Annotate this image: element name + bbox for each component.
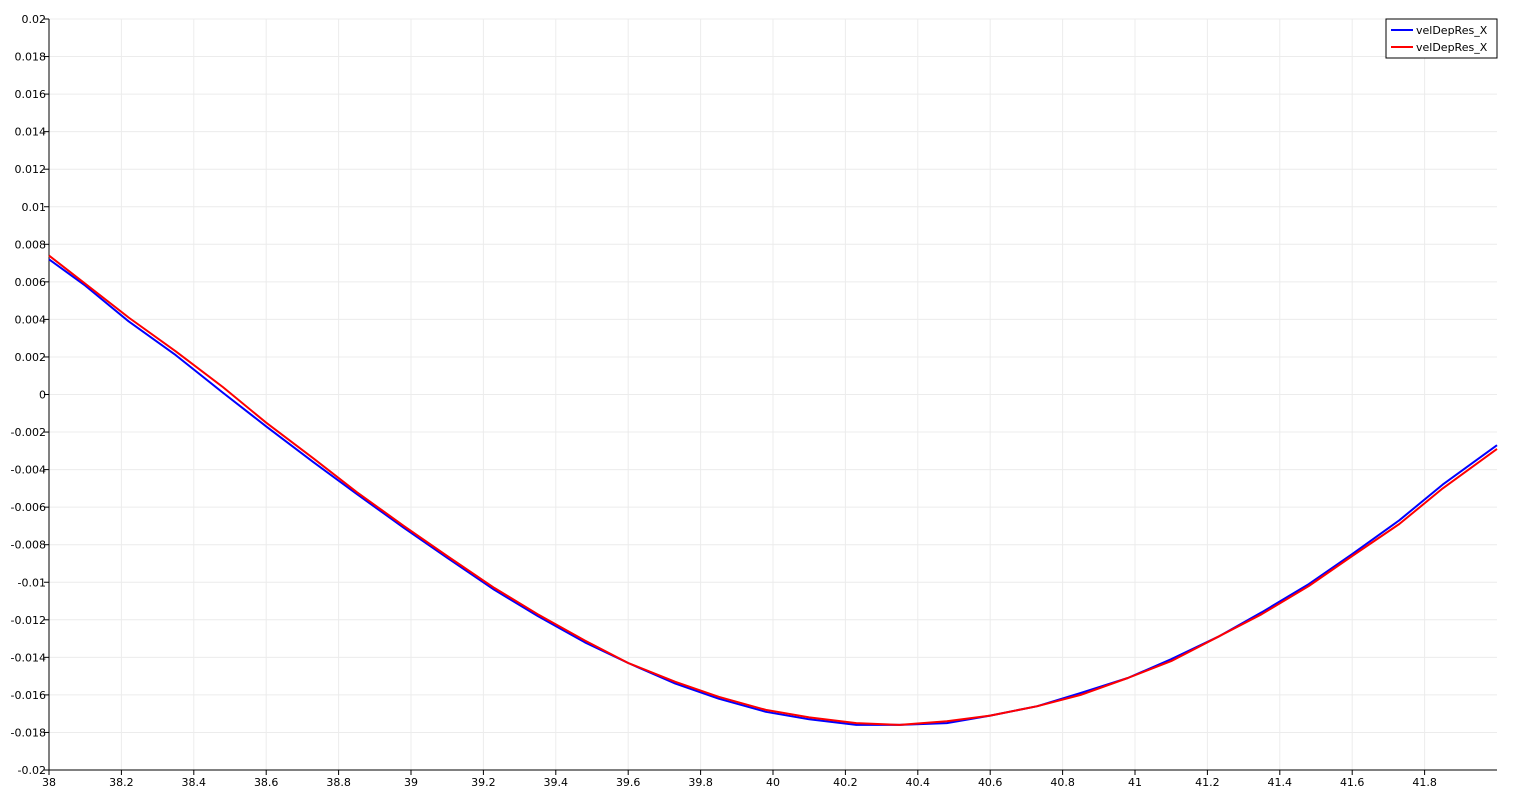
y-tick-label: 0.004 [15, 313, 47, 326]
y-tick-label: -0.01 [18, 576, 46, 589]
x-tick-label: 38.4 [182, 776, 207, 789]
x-tick-label: 39.8 [688, 776, 713, 789]
x-tick-label: 41.4 [1268, 776, 1293, 789]
y-tick-label: -0.014 [11, 651, 46, 664]
y-tick-label: 0.014 [15, 126, 47, 139]
y-tick-label: 0.02 [22, 13, 47, 26]
y-tick-label: 0.008 [15, 238, 47, 251]
x-tick-label: 38.6 [254, 776, 279, 789]
y-tick-label: 0.006 [15, 276, 47, 289]
legend-label-series-2: velDepRes_X [1416, 41, 1488, 54]
x-tick-label: 39 [404, 776, 418, 789]
legend: velDepRes_X velDepRes_X [1385, 18, 1498, 59]
x-tick-label: 39.4 [544, 776, 569, 789]
legend-label-series-1: velDepRes_X [1416, 24, 1488, 37]
y-tick-label: 0.016 [15, 88, 47, 101]
y-tick-label: -0.018 [11, 726, 46, 739]
x-tick-label: 41.6 [1340, 776, 1365, 789]
x-ticks: 38 38.2 38.4 38.6 38.8 39 39.2 39.4 39.6 39.8 40 40… [42, 770, 1437, 789]
grid [48, 18, 1497, 771]
y-tick-label: -0.006 [11, 501, 46, 514]
y-tick-label: 0.01 [22, 201, 47, 214]
legend-box [1385, 18, 1498, 59]
y-tick-label: -0.008 [11, 539, 46, 552]
series-line-2 [48, 254, 1498, 726]
x-tick-label: 41 [1128, 776, 1142, 789]
y-tick-label: 0 [39, 389, 46, 402]
y-tick-label: -0.016 [11, 689, 46, 702]
x-tick-label: 40.8 [1050, 776, 1075, 789]
x-tick-label: 41.8 [1412, 776, 1437, 789]
series-group [48, 254, 1498, 726]
x-tick-label: 40 [766, 776, 780, 789]
x-tick-label: 40.2 [833, 776, 858, 789]
x-tick-label: 41.2 [1195, 776, 1220, 789]
x-tick-label: 40.6 [978, 776, 1003, 789]
y-tick-label: -0.012 [11, 614, 46, 627]
x-tick-label: 39.2 [471, 776, 496, 789]
y-ticks: 0.02 0.018 0.016 0.014 0.012 0.01 0.008 0.006 0.… [11, 13, 49, 777]
y-tick-label: -0.004 [11, 464, 46, 477]
x-tick-label: 38.2 [109, 776, 134, 789]
y-tick-label: -0.002 [11, 426, 46, 439]
y-tick-label: 0.012 [15, 163, 47, 176]
x-tick-label: 40.4 [906, 776, 931, 789]
y-tick-label: 0.002 [15, 351, 47, 364]
series-line-1 [48, 258, 1498, 726]
y-tick-label: -0.02 [18, 764, 46, 777]
y-tick-label: 0.018 [15, 51, 47, 64]
x-tick-label: 38.8 [326, 776, 351, 789]
x-tick-label: 39.6 [616, 776, 641, 789]
x-tick-label: 38 [42, 776, 56, 789]
